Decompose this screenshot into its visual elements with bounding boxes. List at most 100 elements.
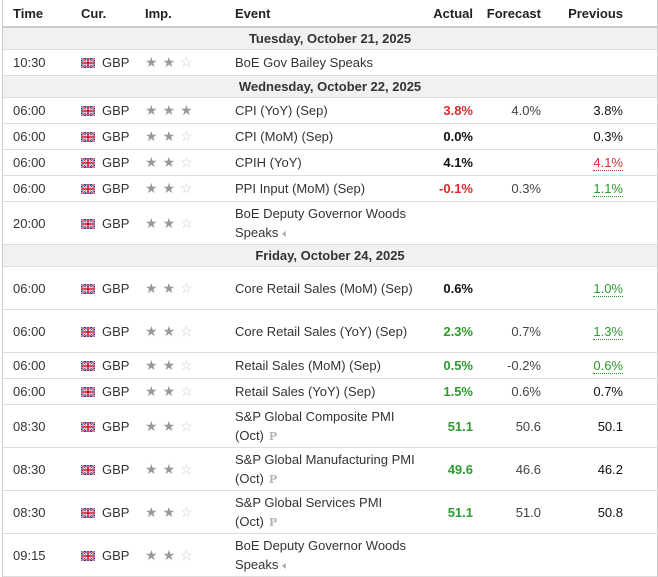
- star-empty-icon: ☆: [180, 383, 193, 399]
- currency-code: GBP: [102, 461, 130, 477]
- table-row[interactable]: 06:00 GBP ★ ★ ☆ Retail Sales (YoY) (Sep) 1.5% 0…: [3, 378, 657, 405]
- col-previous[interactable]: Previous: [541, 0, 623, 28]
- importance-stars: ★ ★ ☆: [145, 266, 235, 310]
- star-empty-icon: ☆: [180, 460, 193, 477]
- event-time: 08:30: [3, 490, 81, 534]
- event-name[interactable]: CPI (YoY) (Sep): [235, 103, 328, 118]
- row-spacer: [623, 309, 657, 353]
- table-row[interactable]: 08:30 GBP ★ ★ ☆ S&P Global Services PMI (Oct)…: [3, 490, 657, 534]
- event-name[interactable]: S&P Global Manufacturing PMI (Oct): [235, 452, 415, 486]
- event-cell[interactable]: Retail Sales (YoY) (Sep): [235, 378, 423, 405]
- event-cell[interactable]: CPI (YoY) (Sep): [235, 97, 423, 124]
- event-time: 06:00: [3, 97, 81, 124]
- table-row[interactable]: 06:00 GBP ★ ★ ☆ Core Retail Sales (MoM) (Sep)…: [3, 266, 657, 310]
- table-row[interactable]: 08:30 GBP ★ ★ ☆ S&P Global Manufacturing PMI …: [3, 447, 657, 491]
- importance-stars: ★ ★ ☆: [145, 490, 235, 534]
- event-time: 06:00: [3, 123, 81, 150]
- col-forecast[interactable]: Forecast: [473, 0, 541, 28]
- star-filled-icon: ★: [145, 357, 158, 373]
- col-event[interactable]: Event: [235, 0, 423, 28]
- col-time[interactable]: Time: [3, 0, 81, 28]
- uk-flag-icon: [81, 157, 96, 169]
- preliminary-icon: P: [268, 473, 278, 486]
- event-name[interactable]: Retail Sales (YoY) (Sep): [235, 384, 376, 399]
- event-cell[interactable]: Core Retail Sales (YoY) (Sep): [235, 309, 423, 353]
- previous-cell: 4.1%: [541, 149, 623, 176]
- speaker-icon: 🔈︎: [282, 559, 289, 572]
- event-name[interactable]: CPI (MoM) (Sep): [235, 129, 334, 144]
- table-header: Time Cur. Imp. Event Actual Forecast Pre…: [3, 0, 657, 28]
- row-spacer: [623, 49, 657, 76]
- row-spacer: [623, 404, 657, 448]
- event-cell[interactable]: CPIH (YoY): [235, 149, 423, 176]
- table-row[interactable]: 09:15 GBP ★ ★ ☆ BoE Deputy Governor Woods Spe…: [3, 533, 657, 577]
- currency-code: GBP: [102, 103, 130, 118]
- event-cell[interactable]: BoE Deputy Governor Woods Speaks 🔈︎: [235, 201, 423, 245]
- forecast-value: [473, 149, 541, 176]
- table-row[interactable]: 10:30 GBP ★ ★ ☆ BoE Gov Bailey Speaks: [3, 49, 657, 76]
- star-filled-icon: ★: [145, 54, 158, 70]
- forecast-value: 0.3%: [473, 175, 541, 202]
- uk-flag-icon: [81, 282, 96, 295]
- currency-cell: GBP: [81, 447, 145, 491]
- event-cell[interactable]: S&P Global Manufacturing PMI (Oct) P: [235, 447, 423, 491]
- currency-cell: GBP: [81, 404, 145, 448]
- table-row[interactable]: 08:30 GBP ★ ★ ☆ S&P Global Composite PMI (Oct…: [3, 404, 657, 448]
- date-row: Tuesday, October 21, 2025: [3, 27, 657, 50]
- previous-cell: 46.2: [541, 447, 623, 491]
- event-cell[interactable]: BoE Gov Bailey Speaks: [235, 49, 423, 76]
- star-filled-icon: ★: [145, 128, 158, 144]
- star-filled-icon: ★: [145, 417, 158, 434]
- actual-value: 51.1: [423, 404, 473, 448]
- currency-code: GBP: [102, 504, 130, 520]
- event-cell[interactable]: S&P Global Composite PMI (Oct) P: [235, 404, 423, 448]
- event-name[interactable]: BoE Deputy Governor Woods Speaks: [235, 537, 407, 572]
- table-row[interactable]: 06:00 GBP ★ ★ ☆ Core Retail Sales (YoY) (Sep)…: [3, 309, 657, 353]
- event-name[interactable]: PPI Input (MoM) (Sep): [235, 181, 366, 196]
- table-row[interactable]: 06:00 GBP ★ ★ ☆ Retail Sales (MoM) (Sep) 0.5% -…: [3, 352, 657, 379]
- star-empty-icon: ☆: [180, 128, 193, 144]
- previous-cell: [541, 201, 623, 245]
- col-currency[interactable]: Cur.: [81, 0, 145, 28]
- event-name[interactable]: S&P Global Composite PMI (Oct): [235, 409, 395, 443]
- event-cell[interactable]: S&P Global Services PMI (Oct) P: [235, 490, 423, 534]
- event-name[interactable]: Retail Sales (MoM) (Sep): [235, 358, 381, 373]
- currency-code: GBP: [102, 155, 130, 170]
- row-spacer: [623, 149, 657, 176]
- actual-value: 2.3%: [423, 309, 473, 353]
- event-cell[interactable]: PPI Input (MoM) (Sep): [235, 175, 423, 202]
- previous-cell: 50.8: [541, 490, 623, 534]
- event-name[interactable]: BoE Gov Bailey Speaks: [235, 55, 374, 70]
- table-row[interactable]: 06:00 GBP ★ ★ ☆ PPI Input (MoM) (Sep) -0.1% 0.3…: [3, 175, 657, 202]
- event-cell[interactable]: CPI (MoM) (Sep): [235, 123, 423, 150]
- event-name[interactable]: Core Retail Sales (MoM) (Sep): [235, 280, 413, 296]
- star-filled-icon: ★: [162, 128, 176, 144]
- table-row[interactable]: 06:00 GBP ★ ★ ☆ CPI (MoM) (Sep) 0.0% 0.3%: [3, 123, 657, 150]
- star-empty-icon: ☆: [180, 546, 193, 563]
- star-filled-icon: ★: [162, 503, 176, 520]
- forecast-value: [473, 201, 541, 245]
- previous-cell: [541, 49, 623, 76]
- event-name[interactable]: S&P Global Services PMI (Oct): [235, 495, 383, 529]
- table-row[interactable]: 06:00 GBP ★ ★ ☆ CPIH (YoY) 4.1% 4.1%: [3, 149, 657, 176]
- star-empty-icon: ☆: [180, 180, 193, 196]
- importance-stars: ★ ★ ☆: [145, 378, 235, 405]
- event-name[interactable]: CPIH (YoY): [235, 155, 302, 170]
- col-actual[interactable]: Actual: [423, 0, 473, 28]
- event-name[interactable]: BoE Deputy Governor Woods Speaks: [235, 205, 407, 240]
- importance-stars: ★ ★ ☆: [145, 149, 235, 176]
- actual-value: 0.6%: [423, 266, 473, 310]
- col-importance[interactable]: Imp.: [145, 0, 235, 28]
- forecast-value: [473, 123, 541, 150]
- event-cell[interactable]: Core Retail Sales (MoM) (Sep): [235, 266, 423, 310]
- event-cell[interactable]: BoE Deputy Governor Woods Speaks 🔈︎: [235, 533, 423, 577]
- star-empty-icon: ☆: [180, 503, 193, 520]
- previous-value: 1.3%: [593, 323, 623, 340]
- table-row[interactable]: 20:00 GBP ★ ★ ☆ BoE Deputy Governor Woods Spe…: [3, 201, 657, 245]
- currency-cell: GBP: [81, 97, 145, 124]
- table-row[interactable]: 06:00 GBP ★ ★ ★ CPI (YoY) (Sep) 3.8% 4.0% 3.8%: [3, 97, 657, 124]
- event-cell[interactable]: Retail Sales (MoM) (Sep): [235, 352, 423, 379]
- event-name[interactable]: Core Retail Sales (YoY) (Sep): [235, 323, 408, 339]
- actual-value: 3.8%: [423, 97, 473, 124]
